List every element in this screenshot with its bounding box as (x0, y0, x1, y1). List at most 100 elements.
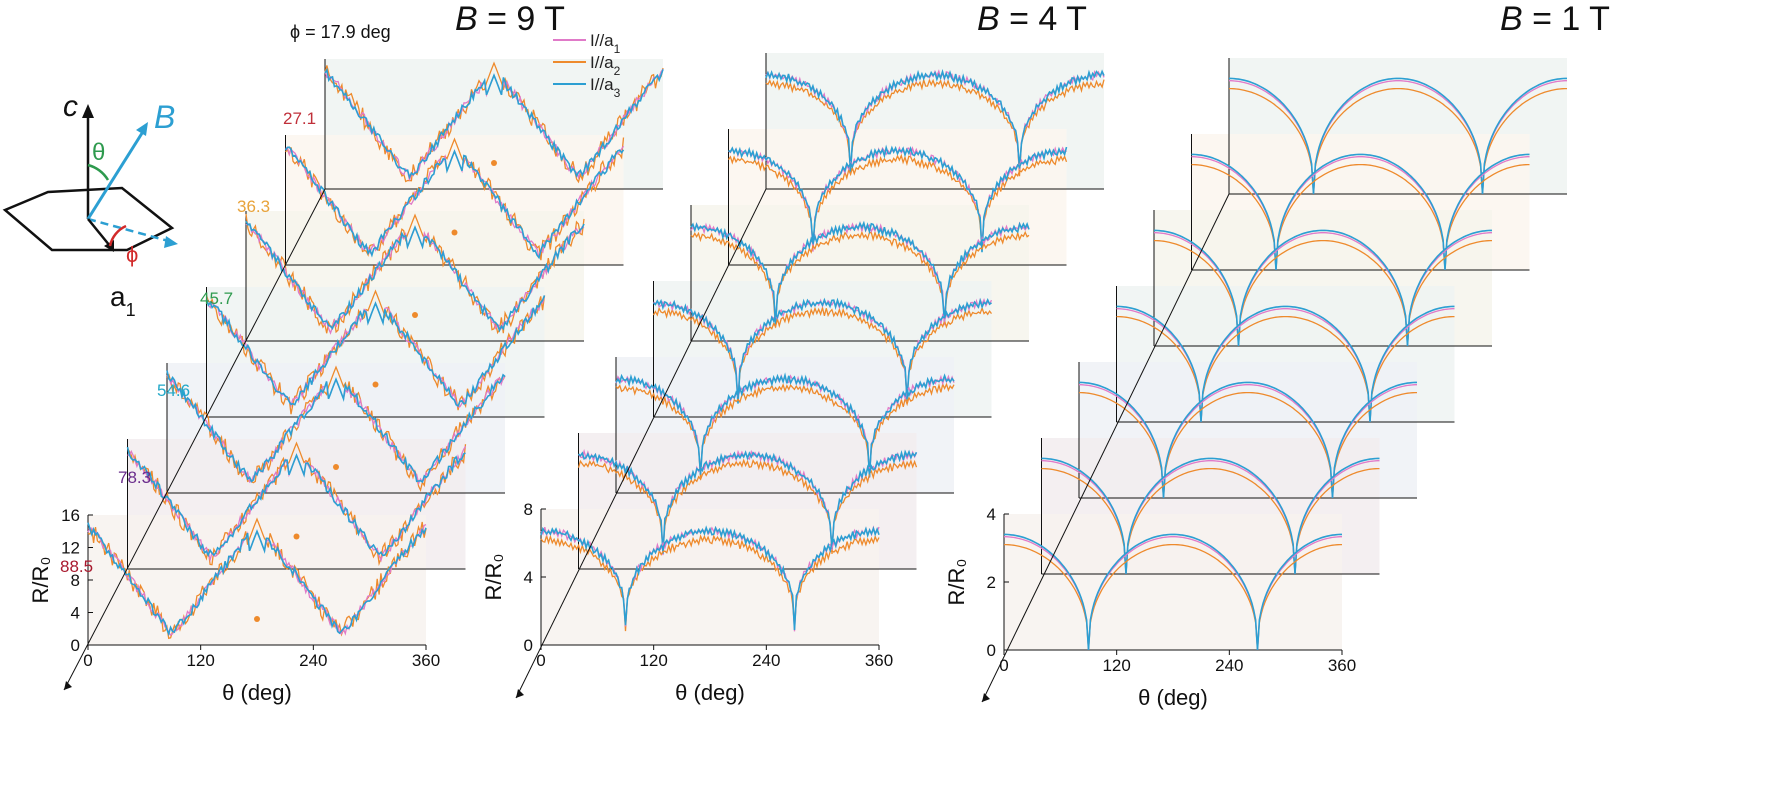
series-line-I-a2 (1229, 87, 1567, 195)
series-line-I-a3 (126, 446, 466, 558)
x-axis-label: θ (deg) (675, 680, 745, 705)
series-line-I-a3 (166, 370, 506, 484)
peak-marker (254, 616, 260, 622)
x-tick-label: 360 (1328, 656, 1356, 675)
series-line-I-a3 (540, 525, 880, 630)
y-tick-label: 12 (61, 539, 80, 558)
series-line-I-a3 (245, 220, 585, 333)
series-line-I-a3 (765, 68, 1105, 173)
y-tick-label: 0 (524, 636, 533, 655)
peak-marker (491, 160, 497, 166)
peak-marker (451, 229, 458, 236)
y-tick-label: 4 (987, 505, 996, 524)
depth-axis (515, 188, 767, 699)
series-line-I-a3 (87, 522, 427, 637)
peak-marker (372, 381, 379, 388)
B-projection-arrow (87, 217, 173, 244)
B-field-label: B (154, 99, 175, 135)
panel-title-9T: B = 9 T (455, 0, 565, 38)
x-tick-label: 360 (412, 651, 440, 670)
series-line-I-a3 (615, 372, 955, 478)
y-tick-label: 8 (524, 500, 533, 519)
y-tick-label: 0 (71, 636, 80, 655)
B-projection-head (164, 236, 178, 248)
legend-label-a2: I//a2 (590, 53, 621, 78)
series-line-I-a3 (284, 146, 625, 260)
series-line-I-a3 (652, 297, 992, 404)
x-tick-label: 240 (752, 651, 780, 670)
x-tick-label: 0 (999, 656, 1008, 675)
slice-background (88, 515, 426, 645)
series-line-I-a2 (1116, 315, 1455, 423)
series-line-I-a2 (1079, 391, 1417, 499)
geometry-schematic: c B θ ϕ a1 (2, 90, 178, 320)
series-line-I-a2 (1004, 543, 1342, 651)
series-line-I-a1 (1116, 308, 1455, 423)
y-tick-label: 4 (71, 604, 80, 623)
x-tick-label: 0 (83, 651, 92, 670)
y-axis-label: R/R₀ (944, 558, 969, 605)
x-axis-label: θ (deg) (1138, 685, 1208, 710)
B-arrow-head (136, 122, 148, 136)
series-line-I-a3 (1191, 153, 1530, 271)
panel-title-1T: B = 1 T (1500, 0, 1610, 38)
series-line-I-a1 (1191, 156, 1530, 271)
depth-axis (981, 193, 1230, 703)
series-line-I-a3 (205, 295, 546, 408)
depth-axis-arrow (516, 689, 524, 698)
y-tick-label: 4 (524, 568, 533, 587)
series-line-I-a2 (1154, 239, 1492, 347)
phi-value-label: ϕ = 17.9 deg (290, 22, 391, 42)
series-line-I-a1 (1229, 80, 1567, 195)
c-arrow-head (82, 104, 94, 118)
phi-label-45-7: 45.7 (200, 289, 233, 308)
series-line-I-a3 (577, 449, 918, 554)
series-line-I-a2 (166, 365, 506, 493)
y-axis-label: R/R₀ (28, 556, 53, 603)
series-line-I-a3 (690, 220, 1030, 325)
phi-label-54-6: 54.6 (157, 381, 190, 400)
x-tick-label: 120 (186, 651, 214, 670)
series-line-I-a1 (1154, 232, 1492, 347)
series-line-I-a3 (1116, 305, 1455, 423)
y-tick-label: 8 (71, 571, 80, 590)
series-line-I-a3 (1041, 457, 1380, 575)
x-tick-label: 360 (865, 651, 893, 670)
series-line-I-a3 (324, 67, 664, 180)
series-line-I-a3 (1154, 229, 1492, 347)
x-tick-label: 120 (639, 651, 667, 670)
c-axis-label: c (63, 90, 78, 123)
x-tick-label: 0 (536, 651, 545, 670)
hexagon-sample (2, 186, 175, 252)
background-layer (88, 53, 1567, 650)
series-line-I-a3 (1004, 533, 1342, 651)
series-line-I-a2 (690, 230, 1030, 328)
series-line-I-a2 (765, 77, 1105, 177)
phi-arc (108, 224, 127, 247)
series-line-I-a2 (1191, 163, 1530, 271)
peak-marker (293, 533, 300, 540)
peak-marker (412, 312, 418, 318)
series-line-I-a3 (1079, 381, 1417, 499)
series-line-I-a1 (1041, 460, 1380, 575)
x-axis-label: θ (deg) (222, 680, 292, 705)
a1-axis-label: a1 (110, 281, 136, 320)
legend-label-a3: I//a3 (590, 75, 621, 100)
panel-9T: 0 4 8 12 16 0 120 240 360 θ (deg) R/R₀ (28, 59, 664, 705)
y-tick-label: 0 (987, 641, 996, 660)
legend: I//a1 I//a2 I//a3 (553, 31, 621, 100)
phi-label-88-5: 88.5 (60, 557, 93, 576)
y-tick-label: 2 (987, 573, 996, 592)
series-line-I-a1 (1004, 536, 1342, 651)
y-axis-label: R/R₀ (481, 553, 506, 600)
series-line-I-a2 (727, 153, 1068, 249)
series-line-I-a2 (1041, 467, 1380, 575)
phi-label-36-3: 36.3 (237, 197, 270, 216)
depth-axis-arrow (64, 681, 72, 690)
phi-label: ϕ (126, 242, 138, 267)
depth-axis-arrow (982, 693, 990, 702)
